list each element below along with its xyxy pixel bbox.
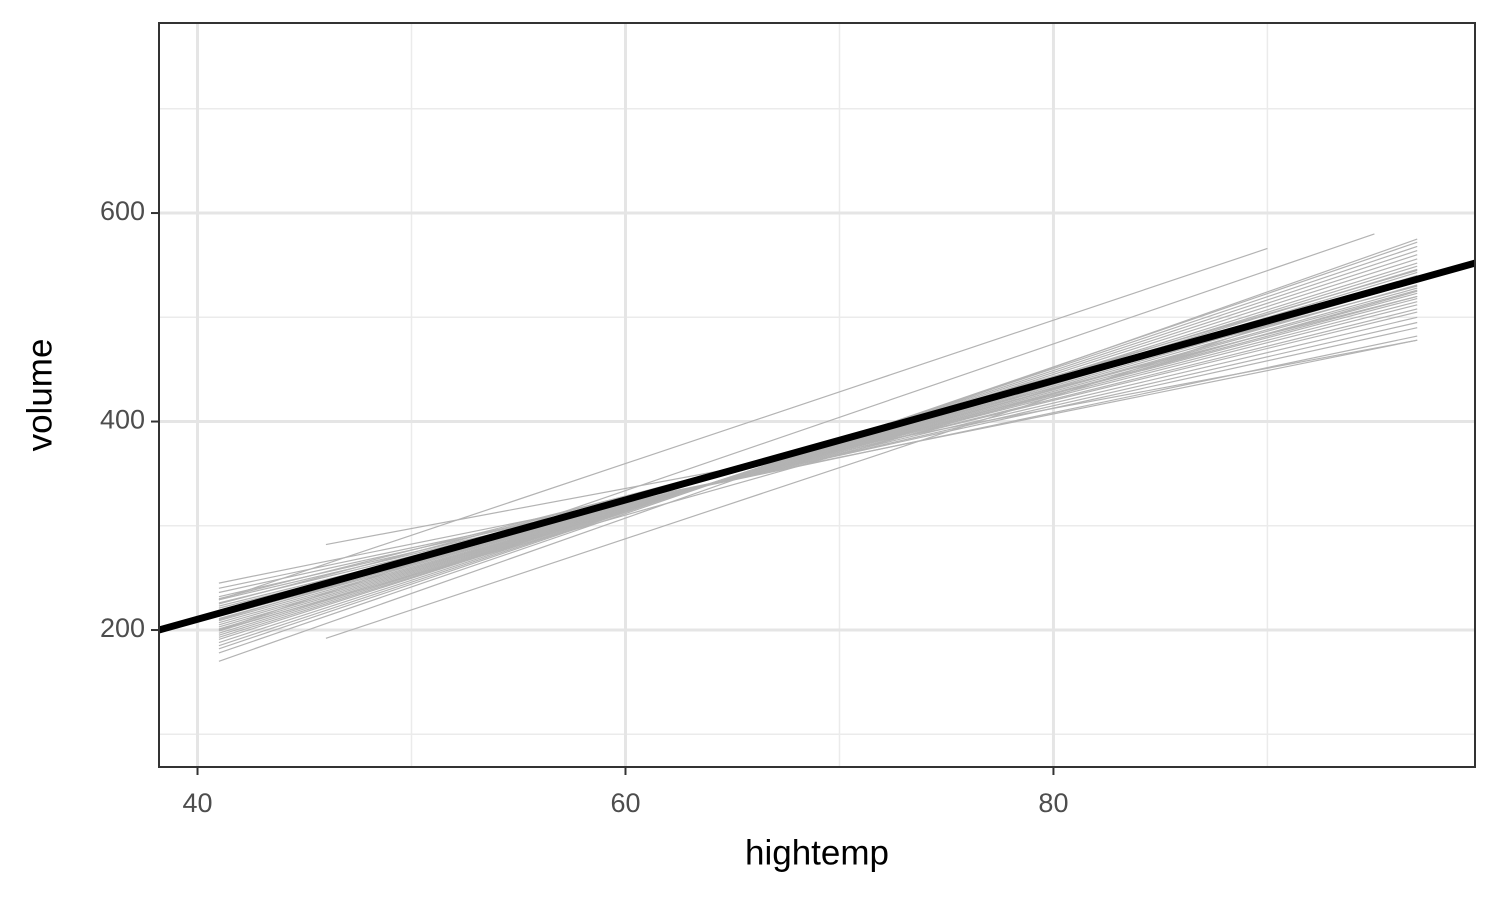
panel-border	[158, 22, 1476, 768]
x-tick-label: 80	[1038, 788, 1068, 818]
x-tick-label: 60	[610, 788, 640, 818]
x-tick-label: 40	[182, 788, 212, 818]
sample-line	[218, 233, 1375, 631]
y-tick-label: 200	[100, 613, 145, 643]
y-tick-label: 600	[100, 196, 145, 226]
x-axis-title: hightemp	[745, 833, 889, 872]
sample-line	[218, 290, 1418, 631]
y-tick-label: 400	[100, 405, 145, 435]
y-axis-title: volume	[20, 339, 59, 452]
sample-line	[325, 339, 1418, 546]
sample-line	[218, 321, 1418, 598]
plot-area	[159, 233, 1475, 662]
sample-line	[218, 247, 1268, 601]
sample-line	[218, 316, 1418, 601]
sample-line	[325, 275, 1418, 639]
sample-line	[218, 238, 1418, 662]
fit-line	[159, 259, 1475, 634]
